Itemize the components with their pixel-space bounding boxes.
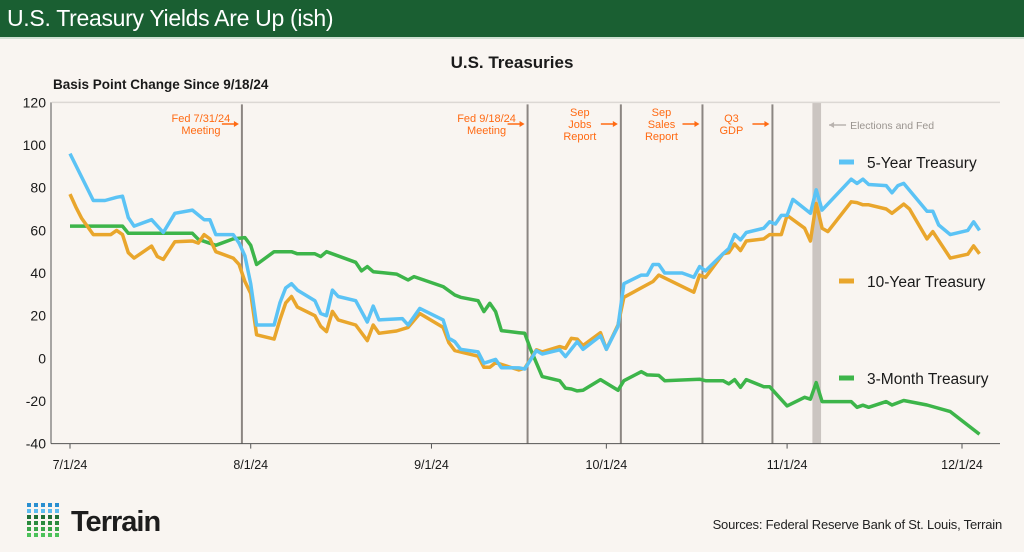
band-label: Elections and Fed <box>850 120 934 132</box>
terrain-logo: Terrain <box>27 503 187 539</box>
band-arrowhead-icon <box>829 122 835 128</box>
logo-dot <box>34 509 38 513</box>
x-tick-label: 8/1/24 <box>233 458 268 472</box>
title-banner: U.S. Treasury Yields Are Up (ish) <box>0 0 1024 39</box>
event-arrowhead-icon <box>233 121 239 127</box>
logo-dot <box>48 533 52 537</box>
event-label: Fed 7/31/24 <box>172 113 231 125</box>
logo-dot <box>34 515 38 519</box>
logo-dot <box>34 533 38 537</box>
y-tick-label: 80 <box>30 180 46 196</box>
event-arrowhead-icon <box>519 121 525 127</box>
series-line-5-year-treasury <box>68 152 981 371</box>
event-label: Meeting <box>467 125 506 137</box>
legend-label: 5-Year Treasury <box>867 155 977 172</box>
y-axis-label: Basis Point Change Since 9/18/24 <box>53 77 269 92</box>
logo-dot <box>55 515 59 519</box>
legend-item: 5-Year Treasury <box>839 155 977 172</box>
y-tick-label: 100 <box>23 137 47 153</box>
y-tick-label: -20 <box>26 393 46 409</box>
legend-item: 3-Month Treasury <box>839 371 989 388</box>
logo-dot <box>55 527 59 531</box>
event-label: GDP <box>720 125 744 137</box>
event-label: Jobs <box>568 119 592 131</box>
logo-dot <box>48 515 52 519</box>
logo-dot <box>27 533 31 537</box>
logo-dot <box>34 503 38 507</box>
legend-label: 10-Year Treasury <box>867 274 986 291</box>
y-tick-label: 40 <box>30 265 46 281</box>
logo-dot <box>27 509 31 513</box>
logo-dot <box>48 509 52 513</box>
legend-label: 3-Month Treasury <box>867 371 989 388</box>
series-line-10-year-treasury <box>68 193 981 372</box>
legend-item: 10-Year Treasury <box>839 274 986 291</box>
logo-dot <box>34 521 38 525</box>
logo-dot <box>27 515 31 519</box>
logo-dot <box>27 503 31 507</box>
event-label: Meeting <box>181 125 220 137</box>
logo-dot <box>27 527 31 531</box>
logo-dot <box>41 515 45 519</box>
page-title: U.S. Treasury Yields Are Up (ish) <box>7 5 334 31</box>
x-tick-label: 11/1/24 <box>767 458 808 472</box>
event-label: Report <box>645 131 678 143</box>
event-label: Sep <box>570 107 590 119</box>
event-label: Q3 <box>724 113 739 125</box>
event-label: Sep <box>652 107 672 119</box>
event-arrowhead-icon <box>694 121 700 127</box>
x-tick-label: 9/1/24 <box>414 458 449 472</box>
logo-dot <box>55 503 59 507</box>
event-label: Fed 9/18/24 <box>457 113 516 125</box>
logo-dot <box>41 533 45 537</box>
x-tick-label: 12/1/24 <box>941 458 983 472</box>
y-tick-label: 0 <box>38 350 46 366</box>
logo-dot <box>55 521 59 525</box>
logo-text: Terrain <box>71 506 161 538</box>
event-arrowhead-icon <box>612 121 618 127</box>
logo-dot <box>27 521 31 525</box>
logo-dot <box>41 521 45 525</box>
event-arrowhead-icon <box>764 121 770 127</box>
logo-dot <box>41 509 45 513</box>
logo-dot <box>55 509 59 513</box>
y-tick-label: 20 <box>30 308 46 324</box>
event-label: Report <box>563 131 596 143</box>
series-line-3-month-treasury <box>70 224 981 436</box>
chart-title: U.S. Treasuries <box>451 53 574 72</box>
y-tick-label: 120 <box>23 94 47 110</box>
logo-dot <box>34 527 38 531</box>
logo-dot <box>48 503 52 507</box>
logo-dot <box>48 521 52 525</box>
election-band <box>812 102 822 444</box>
logo-dot <box>48 527 52 531</box>
logo-dot <box>55 533 59 537</box>
y-tick-label: 60 <box>30 222 46 238</box>
y-tick-label: -40 <box>26 436 46 452</box>
x-tick-label: 7/1/24 <box>53 458 88 472</box>
logo-dot <box>41 503 45 507</box>
x-tick-label: 10/1/24 <box>586 458 628 472</box>
sources-note: Sources: Federal Reserve Bank of St. Lou… <box>712 517 1003 532</box>
logo-dot-grid-icon <box>27 503 59 537</box>
event-label: Sales <box>648 119 676 131</box>
logo-dot <box>41 527 45 531</box>
